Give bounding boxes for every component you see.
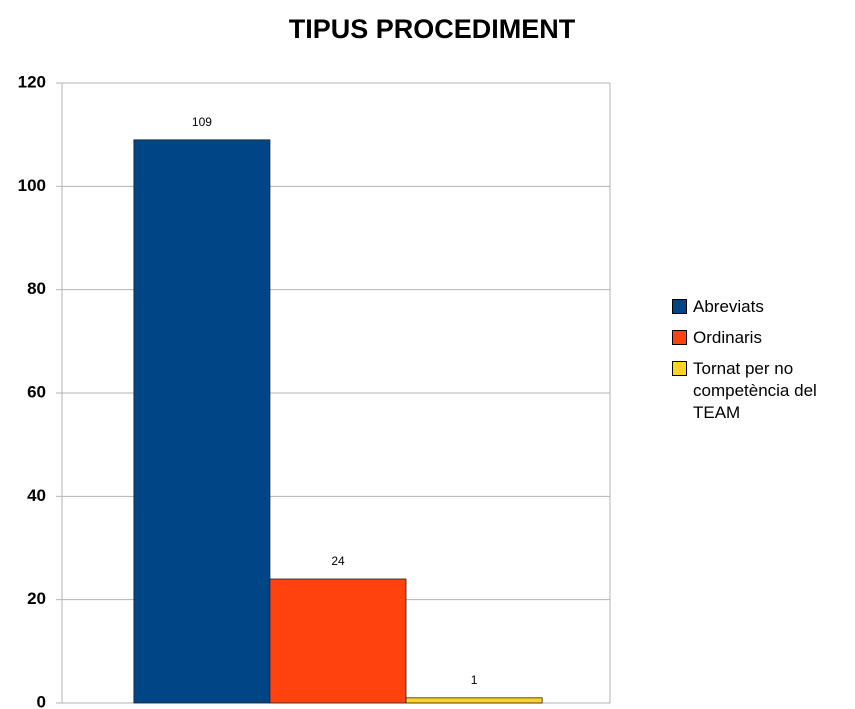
- bar: [133, 139, 271, 704]
- legend-swatch: [672, 330, 687, 345]
- y-tick-label: 40: [27, 486, 46, 505]
- legend-item: Tornat per no competència del TEAM: [670, 358, 850, 424]
- y-tick-label: 100: [18, 176, 46, 195]
- y-tick-label: 80: [27, 279, 46, 298]
- legend-item: Abreviats: [670, 296, 850, 318]
- legend-label: Abreviats: [693, 297, 764, 316]
- bar: [405, 697, 543, 704]
- value-label: 24: [331, 554, 345, 568]
- legend-swatch: [672, 361, 687, 376]
- legend-item: Ordinaris: [670, 327, 850, 349]
- value-label: 109: [192, 115, 212, 129]
- legend-swatch: [672, 299, 687, 314]
- value-label: 1: [471, 673, 478, 687]
- y-tick-label: 20: [27, 589, 46, 608]
- y-tick-label: 0: [37, 692, 46, 709]
- legend-label: Ordinaris: [693, 328, 762, 347]
- y-tick-label: 120: [18, 72, 46, 91]
- bar: [269, 578, 407, 704]
- chart-title: TIPUS PROCEDIMENT: [289, 14, 576, 44]
- legend-label: Tornat per no competència del TEAM: [693, 359, 817, 422]
- legend: Abreviats Ordinaris Tornat per no competèn…: [670, 296, 850, 433]
- y-tick-label: 60: [27, 382, 46, 401]
